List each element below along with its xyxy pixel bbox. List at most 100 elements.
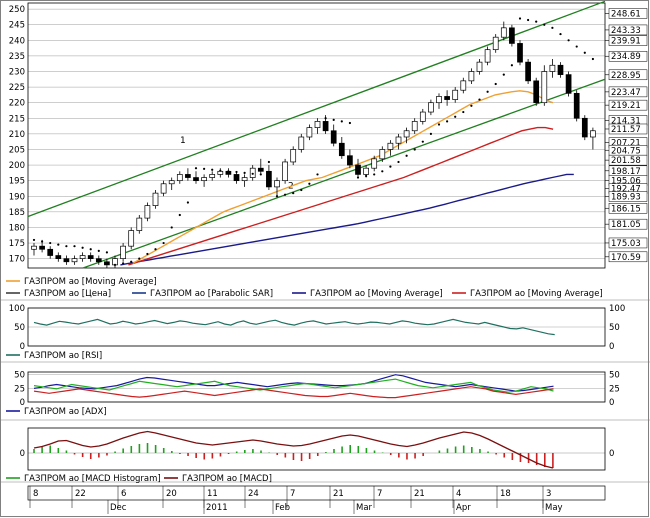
candle-body (379, 149, 386, 160)
rsi-y-tick-right: 0 (609, 342, 614, 352)
sar-dot (308, 182, 311, 185)
candle (104, 258, 110, 268)
candle-body (79, 255, 86, 259)
sar-dot (154, 248, 157, 251)
adx-y-tick-right: 25 (609, 384, 620, 394)
sar-dot (275, 195, 279, 198)
right-label-box-1 (608, 24, 648, 36)
candle (371, 155, 378, 172)
candle-body (274, 180, 280, 188)
candle (468, 68, 475, 84)
candle (136, 214, 143, 234)
candle-body (500, 27, 507, 38)
right-label-box-8 (608, 123, 648, 135)
candle-body (541, 71, 548, 104)
x-month-label: Mar (356, 503, 373, 513)
candle (233, 171, 240, 184)
x-tick-label: 18 (500, 489, 511, 499)
candle (176, 171, 183, 184)
candle (298, 133, 305, 153)
candle-body (549, 64, 556, 72)
sar-dot (57, 243, 60, 246)
candle-body (39, 245, 45, 250)
sar-dot (97, 249, 100, 252)
right-label-box-0 (608, 8, 648, 19)
ma-long-line (120, 173, 574, 266)
x-tick-label: 6 (121, 489, 126, 499)
x-month-label: 2011 (206, 503, 228, 513)
candle-body (314, 121, 321, 128)
price-y-tick: 200 (9, 161, 25, 171)
sar-dot (389, 165, 392, 168)
sar-dot (243, 171, 246, 174)
price-y-tick: 235 (9, 52, 25, 62)
sar-dot (527, 18, 530, 22)
candle (549, 59, 556, 78)
candle-body (152, 192, 159, 206)
right-price-label: 201.58 (611, 156, 641, 166)
right-label-box-18 (608, 237, 648, 249)
candle (257, 158, 264, 175)
sar-dot (381, 170, 384, 173)
sar-dot (162, 241, 165, 245)
candle (492, 34, 499, 53)
candle-body (160, 183, 167, 194)
price-y-tick: 250 (9, 5, 25, 15)
candle (55, 252, 62, 262)
candle (517, 40, 523, 66)
adx-y-tick-right: 50 (609, 371, 620, 381)
price-y-tick: 180 (9, 223, 25, 233)
sar-dot (122, 262, 125, 265)
candle-body (468, 71, 475, 82)
candle-body (411, 121, 418, 132)
adx-y-tick: 25 (14, 384, 25, 394)
sar-dot (567, 39, 570, 42)
rsi-y-tick: 50 (14, 323, 25, 333)
candle (581, 115, 588, 141)
sar-dot (356, 176, 360, 179)
candle (274, 177, 280, 197)
candle-body (120, 245, 126, 259)
right-price-label: 181.05 (611, 220, 641, 230)
candle-body (419, 111, 426, 122)
sar-dot (373, 173, 376, 176)
candle (71, 255, 78, 265)
right-label-box-4 (608, 69, 648, 81)
channel-lower (82, 78, 606, 269)
sar-dot (397, 160, 400, 164)
right-price-label: 186.15 (611, 204, 641, 214)
sar-dot (510, 64, 513, 67)
legend-entry: ГАЗПРОМ ао [Moving Average] (24, 277, 157, 287)
price-y-tick: 205 (9, 145, 25, 155)
candle-body (533, 80, 540, 104)
candle (379, 146, 386, 162)
candle (403, 127, 410, 144)
candle-body (144, 205, 151, 219)
sar-dot (575, 45, 578, 48)
candle (347, 149, 353, 169)
sar-dot (535, 20, 538, 23)
sar-dot (73, 245, 76, 248)
candle (395, 133, 402, 150)
candle (460, 77, 467, 94)
candle-body (257, 167, 264, 172)
right-price-label: 170.59 (611, 253, 641, 263)
right-label-box-5 (608, 86, 648, 98)
sar-dot (170, 226, 173, 229)
sar-dot (194, 167, 198, 170)
candle (533, 77, 540, 106)
right-price-label: 211.57 (611, 125, 641, 135)
x-tick-label: 8 (33, 489, 38, 499)
ma-mid-line (128, 126, 554, 266)
candle (419, 108, 426, 125)
sar-dot (259, 173, 262, 176)
price-y-tick: 215 (9, 114, 25, 124)
x-tick-label: 21 (333, 489, 344, 499)
candle (565, 71, 572, 97)
candle (338, 137, 345, 159)
candle (160, 180, 167, 197)
sar-dot (502, 73, 505, 76)
candle (411, 118, 418, 134)
right-label-box-3 (608, 50, 648, 62)
